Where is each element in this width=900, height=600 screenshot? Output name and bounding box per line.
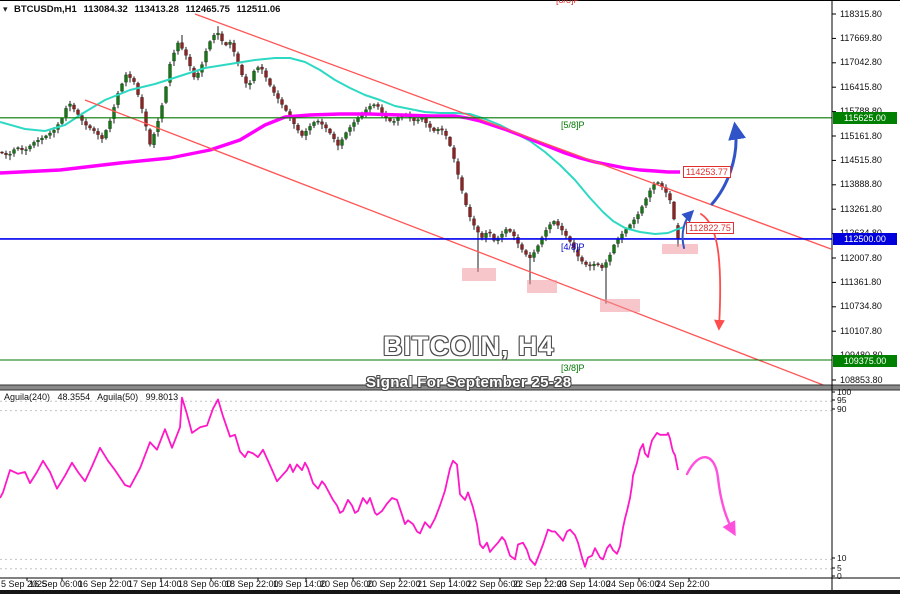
channel-lower-line[interactable] [84,99,832,389]
close-value: 112511.06 [236,4,281,15]
time-axis-label: 22 Sep 06:00 [467,579,521,589]
small-up-arrow[interactable] [681,209,695,249]
osc-scale-label: 90 [837,404,847,414]
time-axis-label: 23 Sep 14:00 [557,579,611,589]
channel-upper-line[interactable] [194,13,832,250]
price-axis-label: 114515.80 [840,154,882,165]
price-axis-label: 108853.80 [840,374,883,385]
down-arrow[interactable] [700,213,725,331]
time-axis-label: 16 Sep 06:00 [29,579,83,589]
level-label: [8/8]P [556,0,580,5]
indicator-value-1: 48.3554 [57,392,91,402]
time-axis-label: 21 Sep 14:00 [417,579,471,589]
osc-scale-label: 5 [837,563,842,573]
level-label: [3/8]P [561,363,585,373]
open-value: 113084.32 [83,4,128,15]
time-axis-label: 24 Sep 22:00 [656,579,710,589]
price-axis-label: 118315.80 [840,8,882,19]
oscillator-line [0,396,679,568]
big-up-arrow[interactable] [710,121,746,206]
pink-zone[interactable] [600,299,640,312]
pink-zone[interactable] [662,244,698,254]
panel-separator [0,385,900,390]
time-axis-label: 22 Sep 22:00 [513,579,567,589]
ma-magenta-line[interactable] [0,112,680,175]
osc-scale-label: 0 [837,571,842,581]
price-axis-tag: 109375.00 [833,355,897,367]
price-axis-tag: 112500.00 [833,233,897,245]
price-axis-label: 113261.80 [840,203,882,214]
indicator-value-2: 99.8013 [145,392,179,402]
time-axis-label: 18 Sep 22:00 [225,579,279,589]
time-axis-label: 16 Sep 22:00 [78,579,132,589]
high-value: 113413.28 [134,4,179,15]
price-axis-label: 111361.80 [840,276,882,287]
pink-zone[interactable] [462,268,496,281]
chart-marker-icon: ▾ [3,4,8,14]
price-axis-label: 110734.80 [840,301,882,312]
time-axis-label: 18 Sep 06:00 [178,579,232,589]
price-axis-tag: 115625.00 [833,112,897,124]
ma-cyan-line [0,57,685,235]
watermark-title: BITCOIN, H4 [383,331,555,361]
price-tag-current[interactable]: 112822.75 [686,222,734,234]
time-axis-label: 17 Sep 14:00 [128,579,182,589]
level-label: [4/8]P [561,242,585,252]
osc-down-arrow[interactable] [685,456,736,537]
price-axis-label: 113888.80 [840,179,882,190]
time-axis-label: 24 Sep 06:00 [606,579,660,589]
time-axis-label: 20 Sep 22:00 [367,579,421,589]
time-axis-label: 20 Sep 06:00 [320,579,374,589]
time-axis-label: 19 Sep 14:00 [273,579,327,589]
price-tag-ma[interactable]: 114253.77 [683,166,731,178]
oscillator-label: Aguila(240) 48.3554 Aguila(50) 99.8013 [4,392,183,402]
price-axis-label: 110107.80 [840,325,882,336]
bottom-bar [0,590,900,594]
ohlc-header: BTCUSDm,H1 113084.32 113413.28 112465.75… [14,4,284,15]
price-axis-label: 115788.80 [840,107,882,116]
osc-scale-label: 95 [837,395,847,405]
indicator-name-1: Aguila(240) [4,392,51,402]
pink-zone[interactable] [527,280,557,293]
level-label: [5/8]P [561,120,585,130]
price-axis-label: 117669.80 [840,32,882,43]
symbol-timeframe: BTCUSDm,H1 [14,4,77,15]
panel-separator-handle[interactable] [0,384,900,392]
price-axis-label: 116415.80 [840,81,882,92]
signal-subtitle: Signal For September 25-28 [366,374,572,391]
osc-scale-label: 100 [837,387,852,397]
osc-scale-label: 10 [837,553,847,563]
price-axis-label: 117042.80 [840,57,882,68]
time-axis-label: 5 Sep 2025 [1,579,48,589]
oscillator-panel [0,396,832,570]
indicator-name-2: Aguila(50) [97,392,139,402]
price-axis-label: 115161.80 [840,130,882,141]
price-axis-label: 112007.80 [840,252,882,263]
low-value: 112465.75 [185,4,230,15]
